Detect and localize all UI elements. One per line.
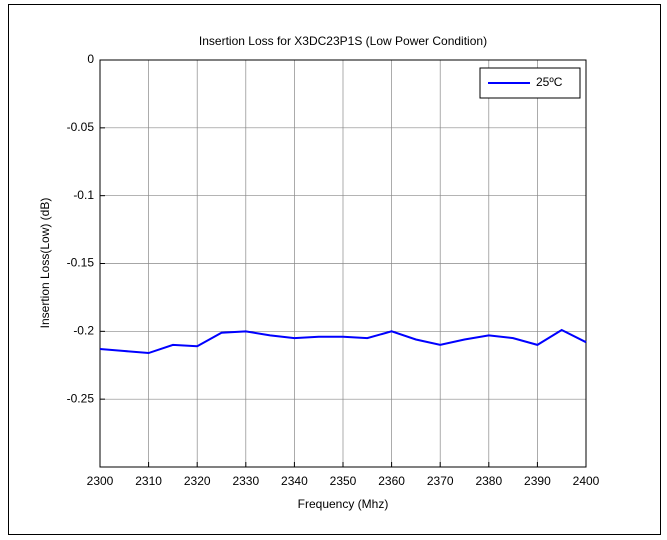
data-line [99,328,587,355]
x-tick-label: 2330 [232,474,259,488]
y-tick-label: -0.15 [67,256,95,270]
frame [8,4,661,535]
y-tick-label: -0.1 [73,188,94,202]
x-axis-label: Frequency (Mhz) [298,497,389,511]
legend-label: 25ºC [536,75,563,89]
x-tick-label: 2370 [427,474,454,488]
x-tick-label: 2360 [378,474,405,488]
y-tick-label: -0.05 [67,120,95,134]
x-tick-label: 2350 [330,474,357,488]
x-tick-label: 2340 [281,474,308,488]
x-tick-label: 2300 [87,474,114,488]
chart-title: Insertion Loss for X3DC23P1S (Low Power … [199,34,487,48]
x-tick-label: 2400 [573,474,600,488]
y-tick-label: -0.2 [73,324,94,338]
x-tick-label: 2390 [524,474,551,488]
axes-box [99,59,587,468]
y-tick-label: 0 [87,52,94,66]
x-tick-label: 2310 [135,474,162,488]
y-tick-label: -0.25 [67,391,95,405]
y-axis-label: Insertion Loss(Low) (dB) [38,198,52,329]
x-tick-label: 2320 [184,474,211,488]
x-tick-label: 2380 [475,474,502,488]
